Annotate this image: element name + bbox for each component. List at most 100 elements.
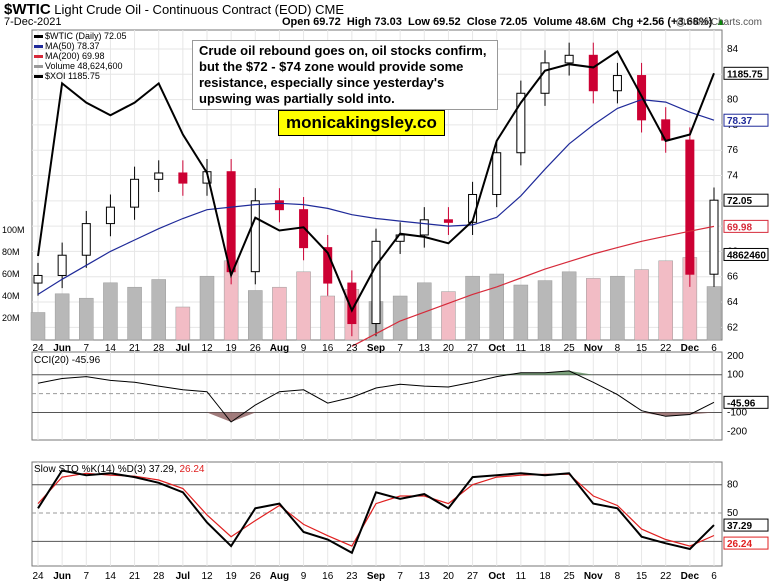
open-value: Open 69.72 [282,16,341,28]
x-tick-label: 9 [301,343,307,354]
volume-bar [175,306,191,341]
x-tick-label: 25 [564,571,576,582]
volume-tick-label: 60M [2,269,20,279]
close-value-tag: 72.05 [727,196,752,207]
sto-d-text: 26.24 [179,464,205,475]
sto-panel-frame [31,461,723,567]
x-tick-label: 7 [84,571,90,582]
legend-xoi-swatch [34,75,43,79]
volume-bar [103,282,118,341]
x-tick-label: Jul [176,343,191,354]
price-legend: $WTIC (Daily) 72.05 MA(50) 78.37 MA(200)… [34,31,127,81]
x-tick-label: 11 [516,343,527,354]
x-tick-label: 14 [105,343,117,354]
candle-body [588,54,598,92]
ohlc-stats: Open 69.72 High 73.03 Low 69.52 Close 72… [282,16,726,28]
candle-body [105,206,115,225]
legend-ma50-text: MA(50) 78.37 [45,41,100,51]
candle-body [81,223,91,256]
x-tick-label: 18 [539,343,551,354]
price-tick-label: 62 [727,322,739,333]
x-tick-label: 12 [201,571,213,582]
x-tick-label: 16 [322,343,334,354]
x-tick-label: 12 [201,343,213,354]
x-tick-label: Oct [488,571,505,582]
x-tick-label: 28 [153,343,165,354]
x-tick-label: 23 [346,343,358,354]
legend-price-text: $WTIC (Daily) 72.05 [45,31,127,41]
sto-k-tag-box [723,518,769,532]
change-up-icon: ▲ [715,16,727,28]
volume-value: Volume 48.6M [533,16,606,28]
candle-body [540,62,550,94]
volume-bar [537,280,553,341]
x-tick-label: 20 [443,571,455,582]
website-banner[interactable]: monicakingsley.co [278,110,445,136]
x-tick-label: 9 [301,571,307,582]
candle-body [226,171,236,273]
x-tick-label: 18 [539,571,551,582]
volume-bar [248,290,263,341]
cci-value-tag: -45.96 [727,398,756,409]
cci-panel-frame [31,351,723,441]
x-tick-label: 13 [419,571,431,582]
xoi-value-tag: 1185.75 [727,69,763,80]
sto-legend: Slow STO %K(14) %D(3) 37.29, 26.24 [34,464,204,475]
xoi-line [37,49,715,313]
chart-header: $WTIC Light Crude Oil - Continuous Contr… [4,1,344,18]
candle-body [250,200,260,273]
volume-bar [610,275,625,341]
change-value: Chg +2.56 (+3.68%) [612,16,713,28]
volume-bar [513,284,529,341]
x-tick-label: 13 [419,343,431,354]
ma50-line [37,98,715,295]
xoi-value-tag-box [723,66,769,80]
price-tick-label: 66 [727,272,739,283]
legend-xoi: $XOI 1185.75 [34,71,127,81]
volume-bar [561,271,577,341]
x-tick-label: 15 [636,343,648,354]
volume-bar [296,271,311,341]
x-tick-label: 28 [153,571,165,582]
x-tick-label: 23 [346,571,358,582]
price-tick-label: 64 [727,297,739,308]
candle-body [709,199,719,275]
volume-bar [320,295,335,341]
cci-line [37,370,715,423]
candle-body [685,139,695,275]
sto-k-line [37,469,715,555]
x-tick-label: 21 [129,343,141,354]
candle-body [178,172,188,184]
volume-bar [417,282,432,341]
x-tick-label: 20 [443,343,455,354]
ma200-line [351,225,715,347]
volume-value-tag-box [723,247,769,261]
x-tick-label: 8 [615,343,621,354]
cci-tick-label: 200 [727,351,744,362]
sto-d-line [37,472,715,547]
x-tick-label: 24 [32,343,44,354]
cci-tick-label: 100 [727,370,744,381]
candle-body [130,178,140,208]
volume-bar [658,260,673,341]
ma200-value-tag: 69.98 [727,222,752,233]
sto-d-tag: 26.24 [727,539,752,550]
x-tick-label: Sep [367,343,385,354]
legend-volume-swatch [34,65,43,69]
legend-ma200-text: MA(200) 69.98 [45,51,105,61]
brand-label: @StockCharts.com [675,17,762,28]
candle-body [612,75,622,92]
x-tick-label: 14 [105,571,117,582]
volume-bar [272,286,287,341]
candle-body [274,200,284,211]
instrument-name: Light Crude Oil - Continuous Contract (E… [54,2,312,17]
candle-body [492,152,502,195]
candle-body [564,54,574,64]
x-tick-label: Jun [53,571,71,582]
candle-body [57,254,67,276]
volume-bar [441,291,456,341]
x-tick-label: 26 [250,571,262,582]
x-tick-label: Dec [681,343,700,354]
volume-tick-label: 20M [2,313,20,323]
candle-body [154,172,164,180]
